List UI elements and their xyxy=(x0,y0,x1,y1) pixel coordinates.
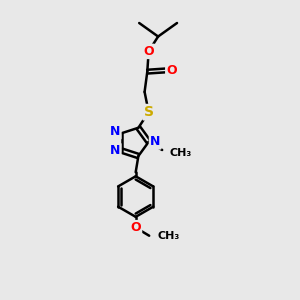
Text: S: S xyxy=(144,105,154,119)
Text: CH₃: CH₃ xyxy=(170,148,192,158)
Text: O: O xyxy=(166,64,177,77)
Text: O: O xyxy=(130,221,141,234)
Text: CH₃: CH₃ xyxy=(158,231,180,241)
Text: N: N xyxy=(110,144,120,157)
Text: N: N xyxy=(110,125,120,138)
Text: N: N xyxy=(150,135,160,148)
Text: O: O xyxy=(143,45,154,58)
